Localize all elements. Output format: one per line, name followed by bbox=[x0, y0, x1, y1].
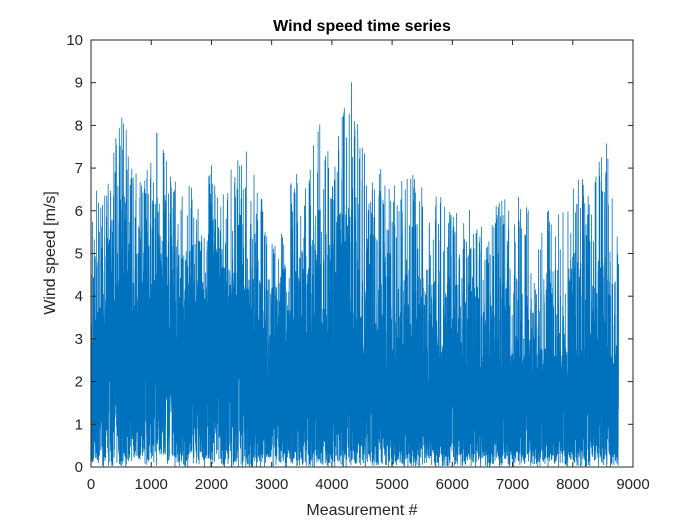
axes-layer bbox=[90, 39, 634, 468]
y-tick-label: 2 bbox=[75, 374, 83, 391]
y-tick-label: 4 bbox=[75, 288, 83, 305]
x-tick-label: 4000 bbox=[315, 476, 348, 493]
x-tick-label: 3000 bbox=[255, 476, 288, 493]
y-tick-label: 5 bbox=[75, 246, 83, 263]
x-axis-title: Measurement # bbox=[306, 502, 417, 519]
x-tick-label: 6000 bbox=[436, 476, 469, 493]
x-tick-label: 1000 bbox=[135, 476, 168, 493]
x-tick-label: 9000 bbox=[616, 476, 649, 493]
y-axis-title: Wind speed [m/s] bbox=[42, 191, 59, 315]
x-tick-label: 2000 bbox=[195, 476, 228, 493]
x-tick-label: 7000 bbox=[496, 476, 529, 493]
chart-title: Wind speed time series bbox=[273, 18, 451, 35]
series-layer bbox=[91, 82, 619, 467]
y-tick-label: 1 bbox=[75, 416, 83, 433]
y-tick-label: 6 bbox=[75, 203, 83, 220]
y-tick-label: 10 bbox=[66, 32, 83, 49]
y-tick-labels: 0 1 2 3 4 5 6 7 8 9 10 bbox=[66, 32, 83, 476]
x-tick-label: 8000 bbox=[556, 476, 589, 493]
y-tick-label: 3 bbox=[75, 331, 83, 348]
series-line-0 bbox=[91, 82, 619, 467]
x-tick-labels: 0 1000 2000 3000 4000 5000 6000 7000 8000 9000 bbox=[87, 476, 650, 493]
y-tick-label: 8 bbox=[75, 117, 83, 134]
y-tick-label: 7 bbox=[75, 160, 83, 177]
x-tick-label: 5000 bbox=[375, 476, 408, 493]
x-tick-label: 0 bbox=[87, 476, 95, 493]
y-tick-label: 0 bbox=[75, 459, 83, 476]
y-tick-label: 9 bbox=[75, 75, 83, 92]
